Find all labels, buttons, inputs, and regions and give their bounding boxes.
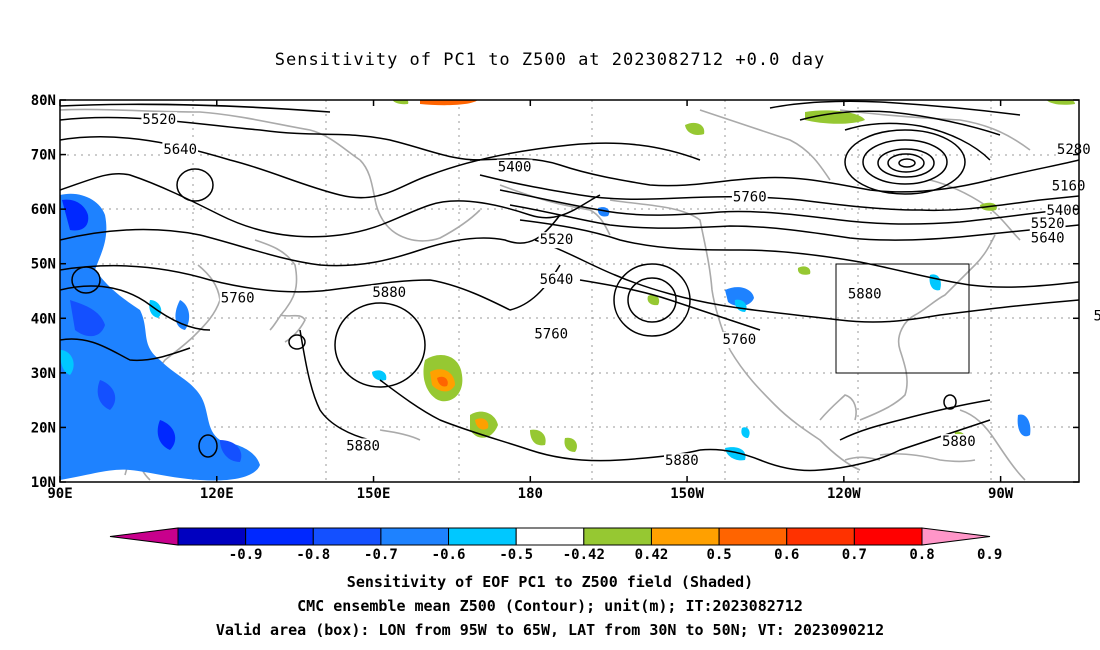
contour-label-bg [663, 453, 700, 470]
colorbar-swatch [650, 527, 720, 546]
contour-label-bg [1092, 308, 1100, 325]
lon-label: 120E [200, 486, 234, 502]
gridlines [60, 100, 1079, 482]
colorbar-label: 0.5 [706, 547, 731, 563]
lon-label: 150E [357, 486, 391, 502]
colorbar-label: 0.42 [635, 547, 669, 563]
colorbar-swatch [448, 527, 517, 546]
latitude-axis: 80N 70N 60N 50N 40N 30N 20N 10N [31, 93, 1079, 491]
colorbar-swatch [515, 527, 585, 546]
colorbar-swatch [380, 527, 450, 546]
contour-label-bg [219, 290, 256, 307]
contour-label: 5640 [1031, 231, 1065, 247]
contour-label: 5760 [1093, 309, 1100, 325]
colorbar-swatch [718, 527, 788, 546]
contour-label: 5760 [722, 332, 756, 348]
longitude-axis: 90E120E150E180150W120W90W60W [47, 100, 1014, 502]
contour-label: 5160 [1052, 179, 1086, 195]
colorbar-label: 0.9 [977, 547, 1002, 563]
contour-label: 5880 [346, 438, 380, 454]
lat-label: 70N [31, 148, 56, 164]
contour-label: 5880 [942, 434, 976, 450]
footer-line-2: CMC ensemble mean Z500 (Contour); unit(m… [297, 597, 803, 615]
colorbar-high-triangle [921, 527, 991, 546]
contour-label: 5760 [733, 190, 767, 206]
lat-label: 20N [31, 420, 56, 436]
lon-label: 120W [827, 486, 861, 502]
colorbar-swatch [786, 527, 855, 546]
lat-label: 60N [31, 202, 56, 218]
contour-label-bg [345, 438, 381, 455]
colorbar-label: -0.42 [563, 547, 605, 563]
colorbar-label: -0.6 [432, 547, 466, 563]
contour-label-bg [1045, 203, 1082, 220]
footer-line-1: Sensitivity of EOF PC1 to Z500 field (Sh… [346, 573, 754, 591]
map-title: Sensitivity of PC1 to Z500 at 2023082712… [274, 50, 826, 70]
z500-contours [60, 100, 1079, 472]
contour-label-bg [538, 271, 575, 288]
contour-label-bg [721, 332, 758, 349]
contour-label-bg [162, 142, 199, 159]
lat-label: 40N [31, 311, 56, 327]
colorbar-swatch [245, 527, 314, 546]
contour-label-bg [1055, 142, 1092, 159]
lon-label: 150W [670, 486, 704, 502]
colorbar-swatch [583, 527, 652, 546]
contour-label: 5280 [1057, 142, 1091, 158]
lon-label: 90W [988, 486, 1014, 502]
lat-label: 50N [31, 257, 56, 273]
contour-label: 5880 [372, 285, 406, 301]
contour-labels: 5520564054005280516054005520564057605520… [141, 112, 1100, 470]
colorbar-swatch [312, 527, 382, 546]
lat-label: 10N [31, 475, 56, 491]
colorbar-label: -0.9 [229, 547, 263, 563]
contour-label-bg [1029, 230, 1066, 247]
colorbar-label: 0.7 [842, 547, 867, 563]
contour-label-bg [371, 285, 408, 302]
contour-label-bg [538, 232, 575, 249]
contour-label: 5760 [221, 291, 255, 307]
contour-label: 5400 [1046, 203, 1080, 219]
contour-label-bg [1050, 178, 1087, 195]
valid-area-box [835, 263, 970, 374]
contour-label-bg [496, 159, 533, 176]
contour-label: 5520 [142, 112, 176, 128]
colorbar-label: 0.8 [909, 547, 934, 563]
contour-label: 5520 [1031, 216, 1065, 232]
colorbar-label: 0.6 [774, 547, 799, 563]
contour-label: 5880 [848, 287, 882, 303]
contour-label-bg [846, 286, 883, 303]
lat-label: 30N [31, 366, 56, 382]
colorbar-swatch [177, 527, 247, 546]
plot-frame [59, 99, 1080, 483]
colorbar-label: -0.7 [364, 547, 398, 563]
contour-label-bg [1029, 215, 1066, 232]
footer-line-3: Valid area (box): LON from 95W to 65W, L… [215, 621, 885, 639]
colorbar-swatch [853, 527, 923, 546]
colorbar-low-triangle [109, 527, 179, 546]
lon-label: 180 [518, 486, 543, 502]
contour-label-bg [141, 112, 178, 129]
contour-label: 5880 [665, 453, 699, 469]
lat-label: 80N [31, 93, 56, 109]
contour-label: 5760 [534, 327, 568, 343]
contour-label: 5640 [540, 272, 574, 288]
colorbar-label: -0.8 [296, 547, 330, 563]
contour-label-bg [731, 189, 768, 206]
contour-label: 5520 [540, 232, 574, 248]
contour-label: 5640 [163, 142, 197, 158]
contour-label-bg [533, 326, 570, 343]
lon-label: 90E [47, 486, 72, 502]
contour-label-bg [940, 434, 977, 451]
contour-label: 5400 [498, 160, 532, 176]
colorbar-label: -0.5 [499, 547, 533, 563]
colorbar: -0.9 -0.8 -0.7 -0.6 -0.5 -0.42 0.42 0.5 0.6 0.7 0.… [109, 527, 1002, 563]
